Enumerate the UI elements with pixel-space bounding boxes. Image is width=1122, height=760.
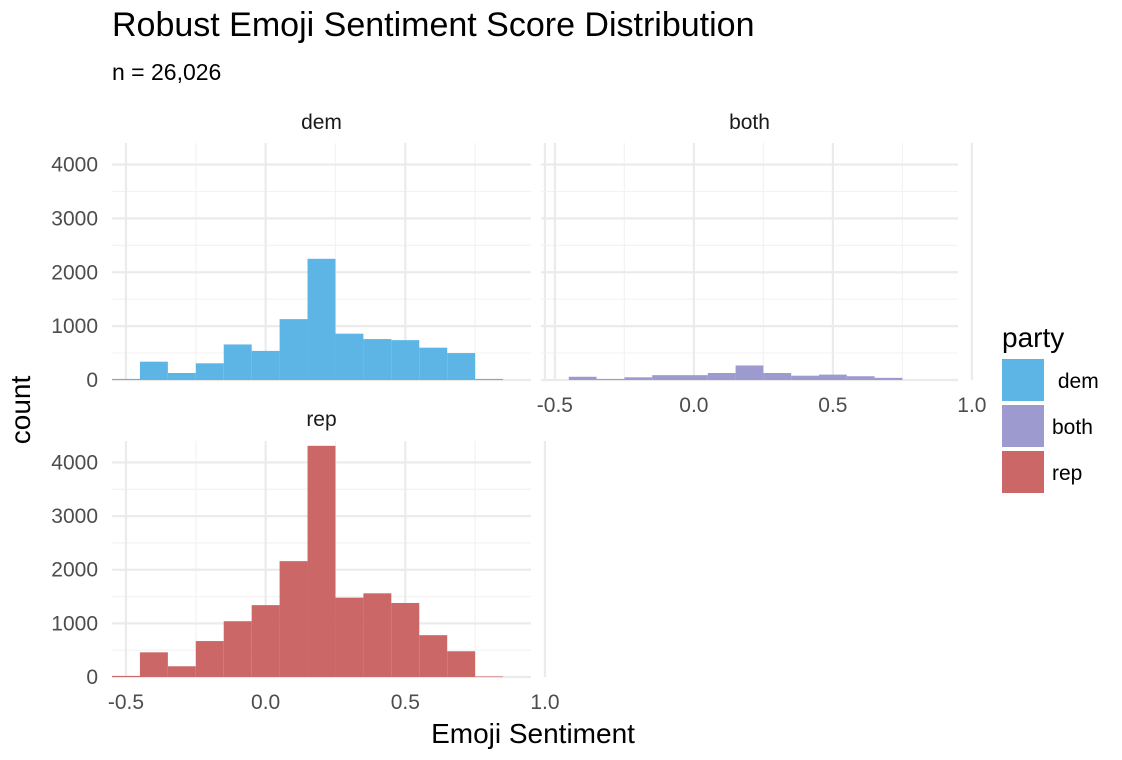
histogram-bar bbox=[707, 372, 736, 380]
facet-strip-both: both bbox=[729, 111, 770, 134]
x-axis-title: Emoji Sentiment bbox=[431, 718, 635, 749]
x-tick-label: 0.5 bbox=[818, 394, 847, 417]
legend-key-both bbox=[1002, 405, 1044, 447]
histogram-bar bbox=[391, 602, 420, 677]
histogram-bar bbox=[139, 361, 168, 380]
x-tick-label: -0.5 bbox=[537, 394, 573, 417]
panel-dem: dem 0 1000 2000 3000 4000 bbox=[51, 111, 547, 392]
histogram-bar bbox=[195, 363, 224, 380]
legend-label-both: both bbox=[1052, 416, 1093, 439]
histogram-bar bbox=[819, 374, 847, 380]
legend-label-dem: dem bbox=[1052, 370, 1099, 393]
histogram-bar bbox=[363, 339, 392, 380]
y-tick-label: 0 bbox=[86, 369, 98, 392]
panel-rep: rep 0 1000 2000 3000 4000 -0.5 0.0 0.5 1.0 bbox=[51, 408, 559, 714]
histogram-bar bbox=[419, 347, 448, 380]
histogram-bar bbox=[279, 319, 308, 380]
y-tick-label: 1000 bbox=[51, 612, 98, 635]
histogram-bar bbox=[251, 350, 280, 380]
facet-strip-rep: rep bbox=[306, 408, 336, 431]
histogram-bar bbox=[307, 258, 336, 380]
histogram-bar bbox=[391, 340, 420, 380]
histogram-bar bbox=[475, 378, 504, 380]
y-tick-label: 1000 bbox=[51, 315, 98, 338]
y-tick-label: 3000 bbox=[51, 505, 98, 528]
panel-both: both -0.5 0.0 0.5 1.0 bbox=[537, 111, 987, 417]
x-tick-label: 1.0 bbox=[957, 394, 986, 417]
legend-title: party bbox=[1002, 322, 1064, 353]
histogram-bar bbox=[112, 675, 140, 677]
histogram-bar bbox=[251, 605, 280, 677]
histogram-bar bbox=[624, 377, 653, 380]
y-axis-title: count bbox=[5, 376, 36, 445]
histogram-bar bbox=[223, 621, 252, 677]
x-tick-label: 0.0 bbox=[679, 394, 708, 417]
y-tick-label: 4000 bbox=[51, 154, 98, 177]
histogram-bar bbox=[307, 445, 336, 677]
histogram-bar bbox=[874, 377, 903, 380]
histogram-bar bbox=[791, 375, 819, 380]
y-tick-label: 2000 bbox=[51, 261, 98, 284]
histogram-bar bbox=[335, 597, 364, 677]
histogram-bar bbox=[735, 365, 764, 380]
histogram-bar bbox=[167, 372, 196, 380]
facet-strip-dem: dem bbox=[301, 111, 342, 134]
histogram-bar bbox=[195, 641, 224, 677]
chart-title: Robust Emoji Sentiment Score Distributio… bbox=[112, 6, 755, 44]
histogram-bar bbox=[419, 635, 448, 677]
histogram-bar bbox=[475, 676, 504, 678]
histogram-bar bbox=[279, 561, 308, 677]
legend-key-rep bbox=[1002, 451, 1044, 493]
y-tick-label: 4000 bbox=[51, 451, 98, 474]
histogram-bar bbox=[568, 376, 597, 380]
histogram-bar bbox=[223, 344, 252, 380]
y-tick-label: 2000 bbox=[51, 559, 98, 582]
x-tick-label: 0.5 bbox=[391, 691, 420, 714]
x-tick-label: 0.0 bbox=[251, 691, 280, 714]
histogram-bar bbox=[447, 651, 476, 677]
histogram-bar bbox=[335, 333, 364, 380]
y-tick-label: 0 bbox=[86, 666, 98, 689]
chart-subtitle: n = 26,026 bbox=[112, 59, 221, 85]
histogram-bar bbox=[139, 652, 168, 677]
y-tick-label: 3000 bbox=[51, 207, 98, 230]
histogram-bar bbox=[447, 353, 476, 380]
histogram-bar bbox=[596, 378, 625, 380]
histogram-bar bbox=[112, 378, 140, 380]
histogram-bar bbox=[363, 593, 392, 677]
histogram-bar bbox=[680, 375, 708, 380]
legend: party dem both rep bbox=[1002, 322, 1099, 493]
histogram-bar bbox=[846, 376, 875, 380]
histogram-bar bbox=[167, 666, 196, 677]
legend-key-dem bbox=[1002, 359, 1044, 401]
x-tick-label: 1.0 bbox=[530, 691, 559, 714]
histogram-bar bbox=[652, 375, 680, 380]
histogram-bar bbox=[763, 372, 792, 380]
legend-label-rep: rep bbox=[1052, 462, 1082, 485]
x-tick-label: -0.5 bbox=[108, 691, 144, 714]
